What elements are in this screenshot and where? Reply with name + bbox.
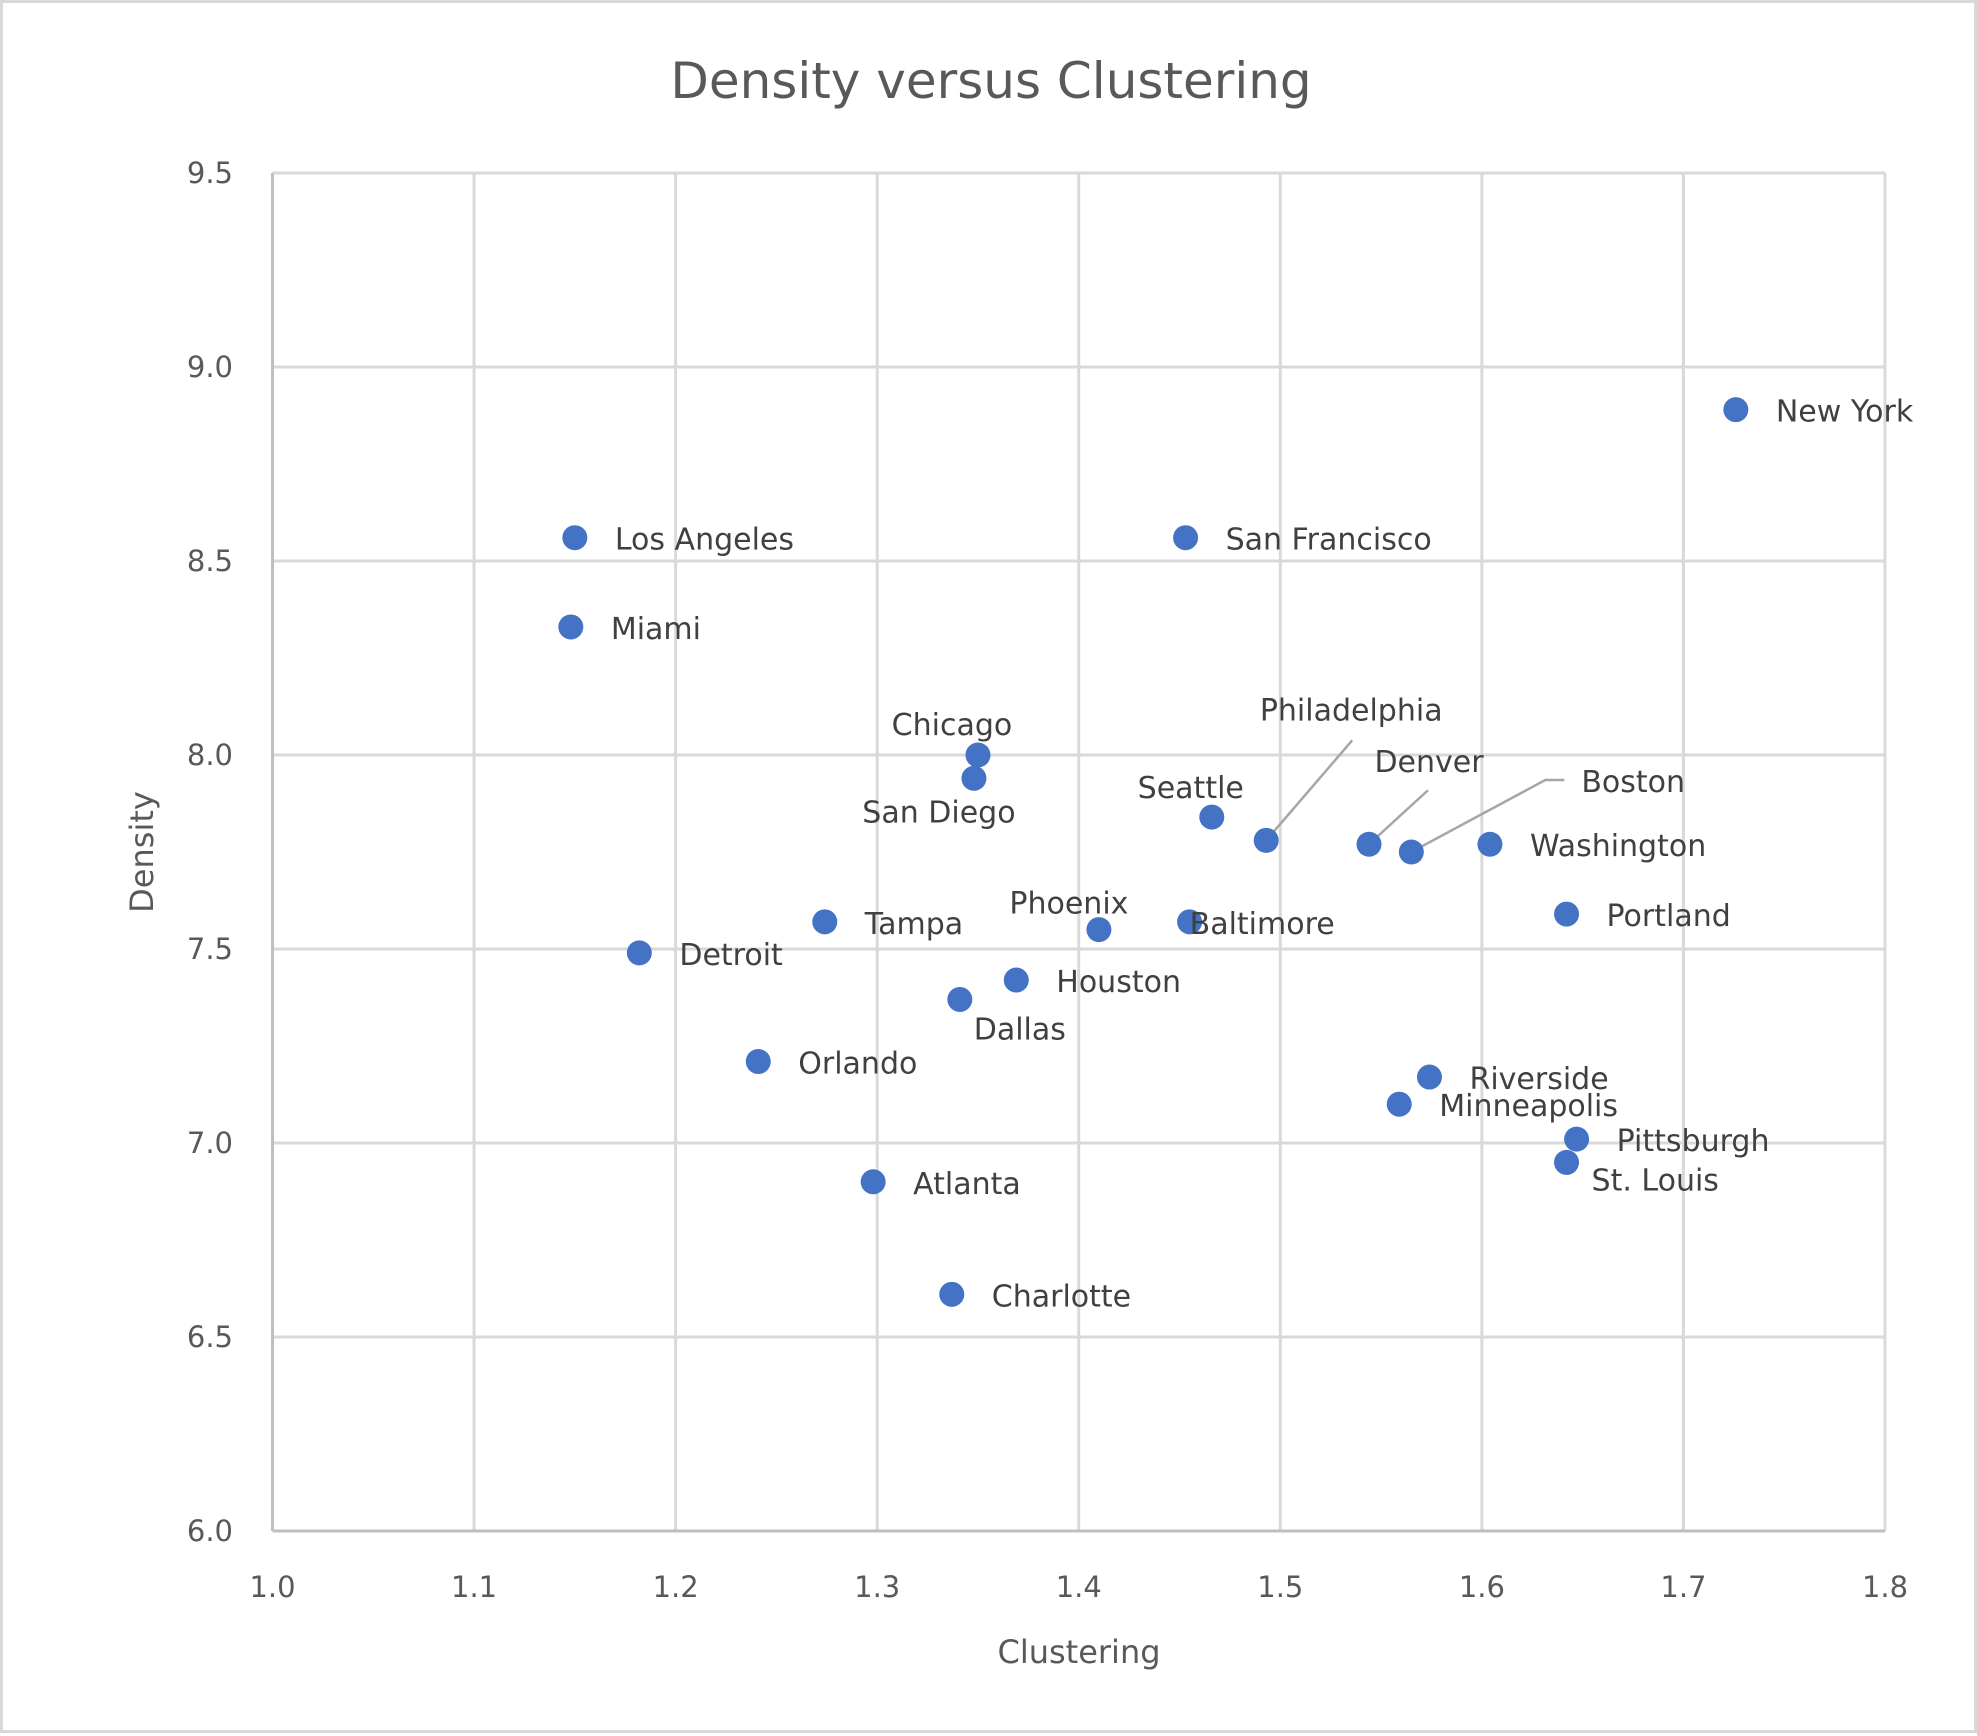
data-point-philadelphia[interactable] bbox=[1253, 827, 1279, 853]
y-tick-label: 8.5 bbox=[187, 544, 233, 578]
y-tick-label: 7.5 bbox=[187, 932, 233, 966]
data-point-boston[interactable] bbox=[1398, 839, 1424, 865]
data-point-washington[interactable] bbox=[1477, 831, 1503, 857]
data-point-seattle[interactable] bbox=[1199, 804, 1225, 830]
x-tick-label: 1.0 bbox=[249, 1570, 295, 1604]
y-axis-title: Density bbox=[123, 791, 161, 913]
y-tick-label: 8.0 bbox=[187, 738, 233, 772]
axes: 1.0 1.1 1.2 1.3 1.4 1.5 1.6 1.7 1.8 6.0 6.5 7.0 7.5 8… bbox=[187, 156, 1908, 1604]
data-label-houston: Houston bbox=[1056, 965, 1181, 1000]
y-tick-label: 9.5 bbox=[187, 156, 233, 190]
data-point-san-francisco[interactable] bbox=[1173, 525, 1199, 551]
data-point-charlotte[interactable] bbox=[939, 1281, 965, 1307]
data-point-portland[interactable] bbox=[1554, 901, 1580, 927]
data-point-pittsburgh[interactable] bbox=[1564, 1126, 1590, 1152]
data-point-phoenix[interactable] bbox=[1086, 917, 1112, 943]
data-point-new-york[interactable] bbox=[1723, 397, 1749, 423]
data-label-washington: Washington bbox=[1530, 829, 1706, 864]
x-tick-label: 1.3 bbox=[854, 1570, 900, 1604]
data-label-minneapolis: Minneapolis bbox=[1439, 1089, 1618, 1124]
data-point-houston[interactable] bbox=[1003, 967, 1029, 993]
data-point-dallas[interactable] bbox=[947, 986, 973, 1012]
x-tick-label: 1.5 bbox=[1257, 1570, 1303, 1604]
y-tick-label: 9.0 bbox=[187, 350, 233, 384]
data-label-baltimore: Baltimore bbox=[1190, 907, 1335, 942]
x-tick-label: 1.7 bbox=[1660, 1570, 1706, 1604]
y-tick-label: 6.5 bbox=[187, 1320, 233, 1354]
x-tick-label: 1.1 bbox=[451, 1570, 497, 1604]
data-label-atlanta: Atlanta bbox=[913, 1167, 1021, 1202]
data-label-new-york: New York bbox=[1776, 395, 1914, 430]
data-label-denver: Denver bbox=[1374, 745, 1484, 780]
data-label-riverside: Riverside bbox=[1469, 1062, 1608, 1097]
data-label-phoenix: Phoenix bbox=[1009, 887, 1128, 922]
data-points bbox=[558, 397, 1749, 1307]
leader-line-philadelphia bbox=[1265, 739, 1354, 842]
data-point-denver[interactable] bbox=[1356, 831, 1382, 857]
data-labels: New York Los Angeles San Francisco Miami Chi… bbox=[611, 395, 1914, 1315]
data-point-san-diego[interactable] bbox=[961, 765, 987, 791]
data-point-chicago[interactable] bbox=[965, 742, 991, 768]
data-label-philadelphia: Philadelphia bbox=[1260, 693, 1443, 728]
leader-lines bbox=[1265, 739, 1565, 854]
scatter-plot: 1.0 1.1 1.2 1.3 1.4 1.5 1.6 1.7 1.8 6.0 6.5 7.0 7.5 8… bbox=[123, 52, 1914, 1671]
leader-line-denver bbox=[1368, 789, 1429, 846]
data-point-orlando[interactable] bbox=[745, 1049, 771, 1075]
data-label-detroit: Detroit bbox=[679, 938, 783, 973]
y-tick-label: 7.0 bbox=[187, 1126, 233, 1160]
data-point-atlanta[interactable] bbox=[860, 1169, 886, 1195]
data-point-baltimore[interactable] bbox=[1177, 909, 1203, 935]
data-label-charlotte: Charlotte bbox=[992, 1279, 1131, 1314]
data-label-dallas: Dallas bbox=[974, 1012, 1066, 1047]
data-label-san-diego: San Diego bbox=[862, 795, 1015, 830]
data-point-miami[interactable] bbox=[558, 614, 584, 640]
y-tick-label: 6.0 bbox=[187, 1514, 233, 1548]
data-label-los-angeles: Los Angeles bbox=[615, 523, 794, 558]
data-label-miami: Miami bbox=[611, 612, 701, 647]
data-label-chicago: Chicago bbox=[892, 708, 1013, 743]
data-point-minneapolis[interactable] bbox=[1386, 1091, 1412, 1117]
data-label-seattle: Seattle bbox=[1138, 771, 1244, 806]
data-point-detroit[interactable] bbox=[626, 940, 652, 966]
data-label-portland: Portland bbox=[1607, 899, 1731, 934]
data-point-st-louis[interactable] bbox=[1554, 1149, 1580, 1175]
x-tick-label: 1.2 bbox=[653, 1570, 699, 1604]
data-label-st-louis: St. Louis bbox=[1592, 1163, 1719, 1198]
chart-title: Density versus Clustering bbox=[670, 52, 1311, 110]
data-label-san-francisco: San Francisco bbox=[1226, 523, 1432, 558]
data-label-tampa: Tampa bbox=[864, 907, 963, 942]
data-label-boston: Boston bbox=[1581, 765, 1685, 800]
x-tick-label: 1.6 bbox=[1459, 1570, 1505, 1604]
leader-line-boston bbox=[1410, 778, 1565, 854]
data-label-pittsburgh: Pittsburgh bbox=[1617, 1124, 1770, 1159]
x-tick-label: 1.4 bbox=[1056, 1570, 1102, 1604]
data-label-orlando: Orlando bbox=[798, 1047, 917, 1082]
data-point-tampa[interactable] bbox=[812, 909, 838, 935]
data-point-riverside[interactable] bbox=[1416, 1064, 1442, 1090]
x-axis-title: Clustering bbox=[997, 1633, 1160, 1671]
data-point-los-angeles[interactable] bbox=[562, 525, 588, 551]
x-tick-label: 1.8 bbox=[1862, 1570, 1908, 1604]
